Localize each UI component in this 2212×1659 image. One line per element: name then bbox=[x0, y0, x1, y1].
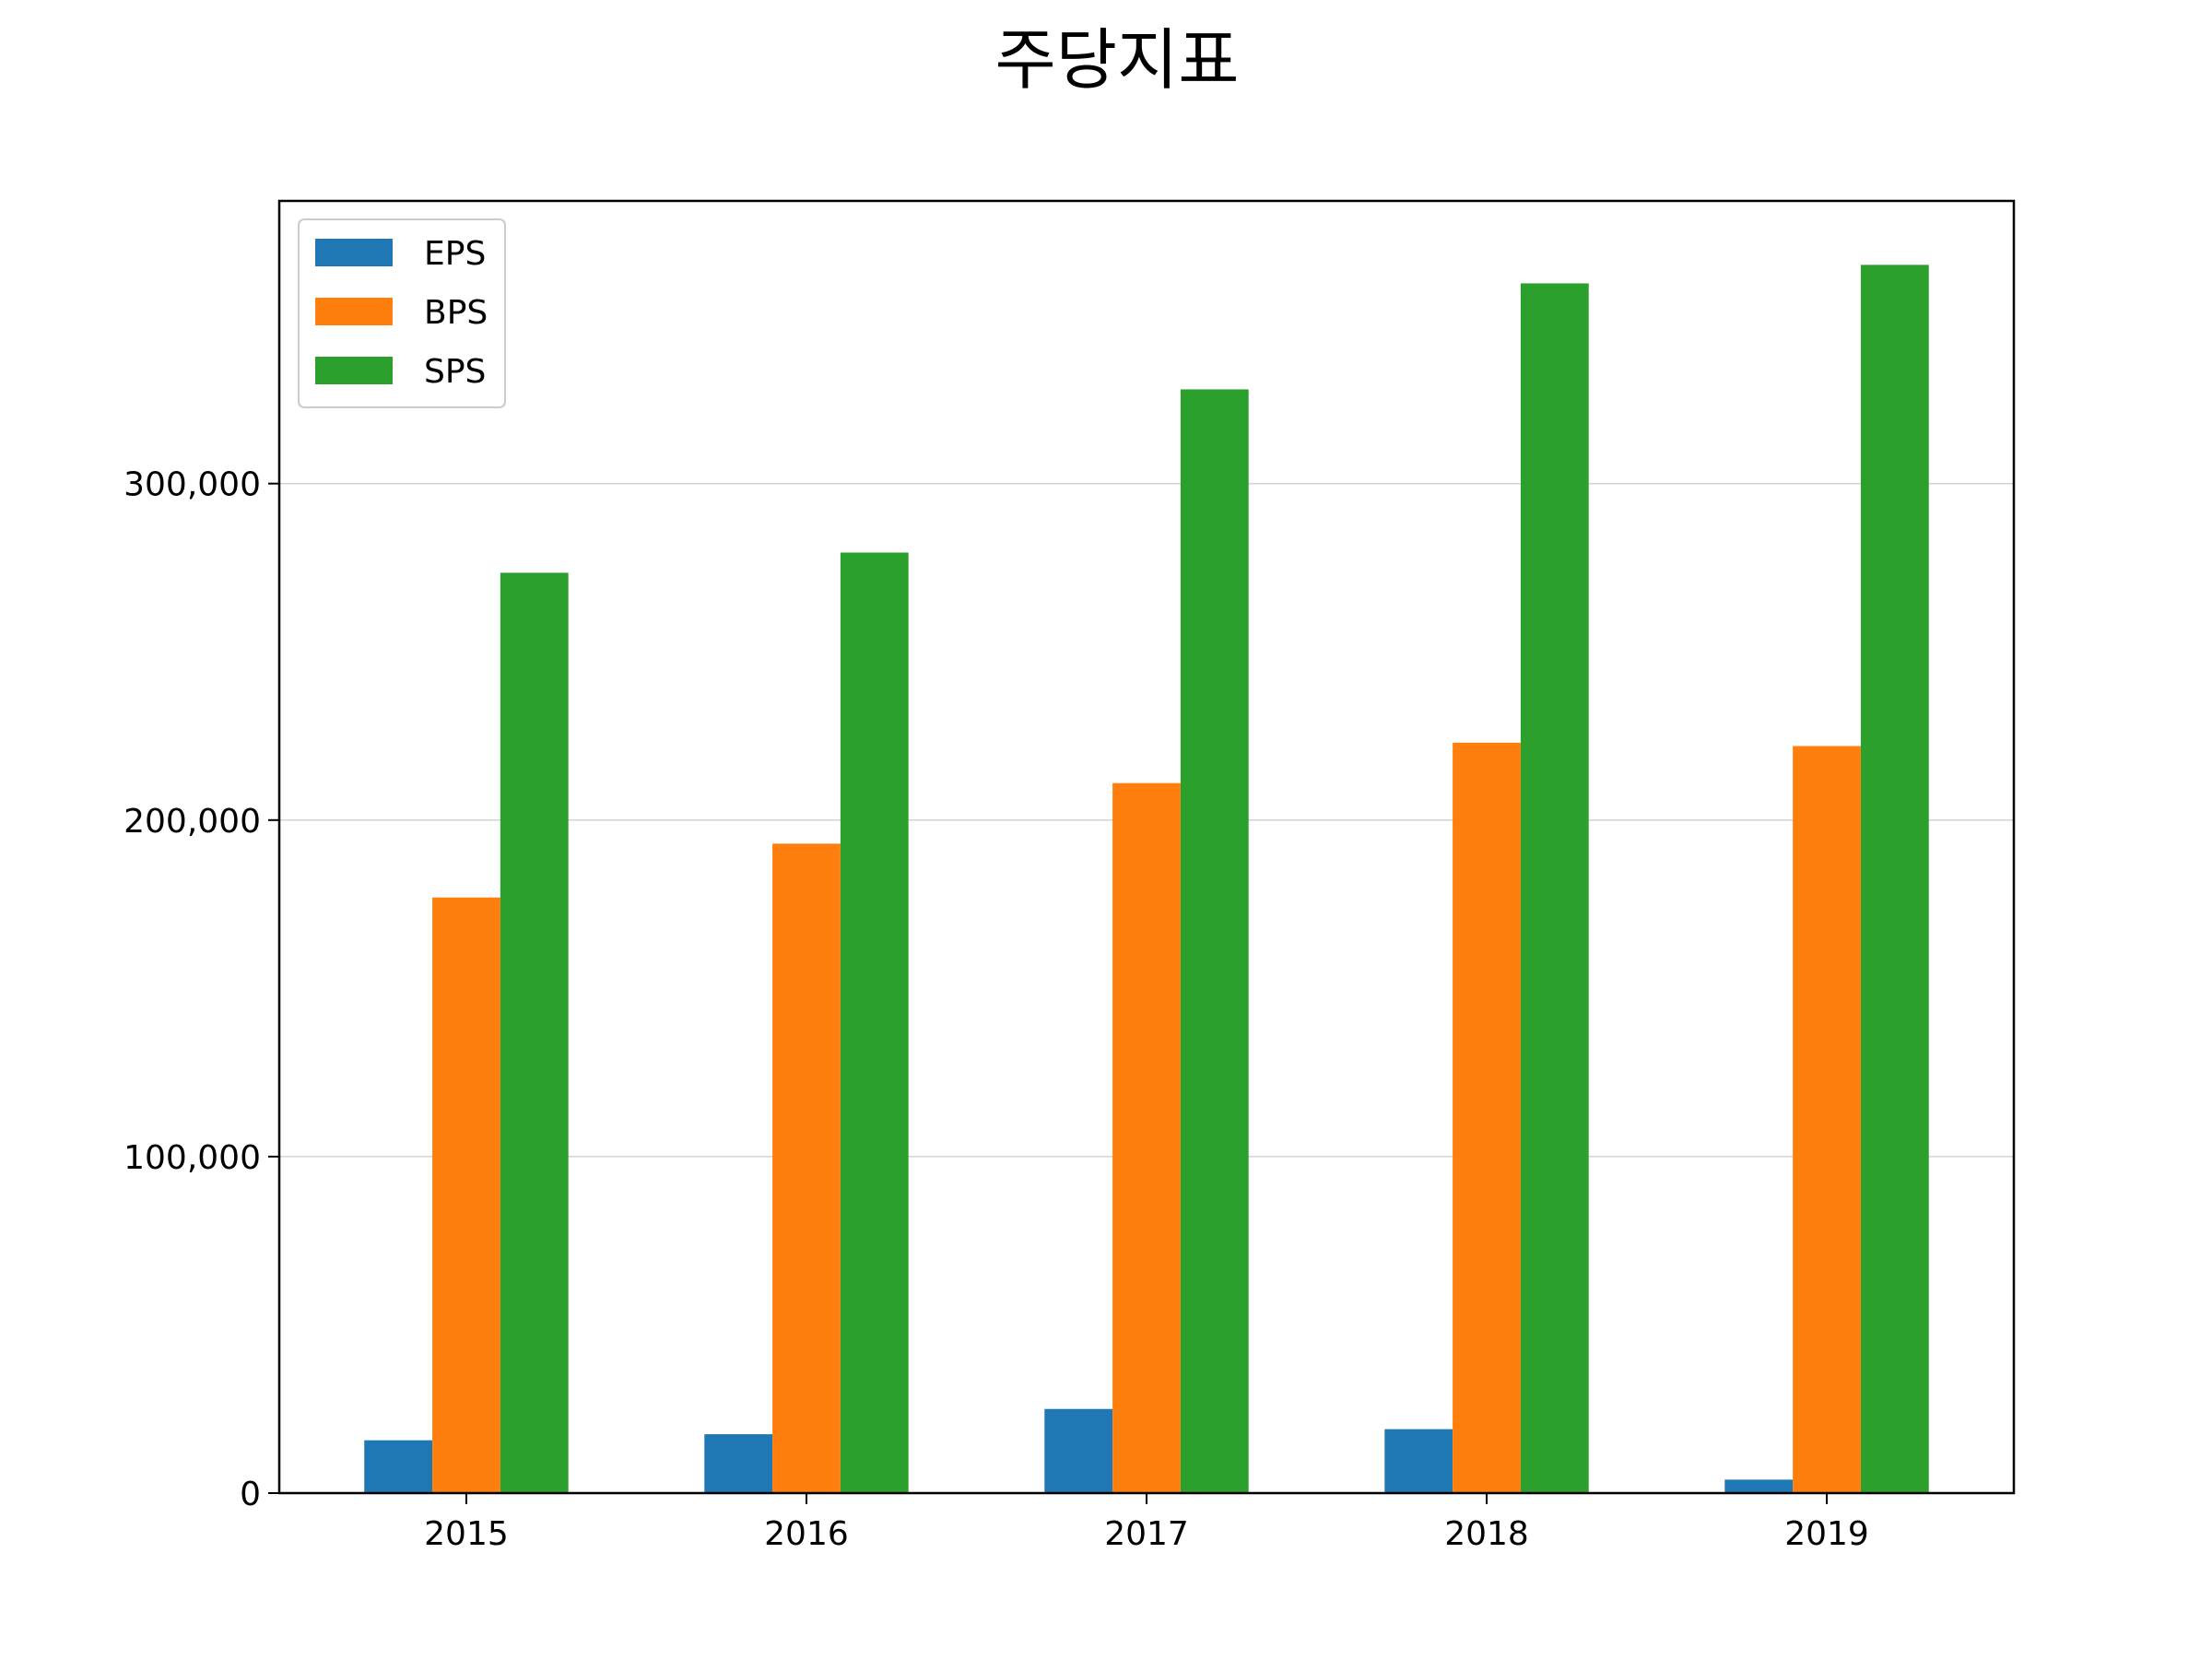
x-tick-label: 2018 bbox=[1444, 1515, 1529, 1553]
legend-label-bps: BPS bbox=[424, 294, 488, 332]
bars bbox=[364, 265, 1929, 1494]
x-tick-label: 2016 bbox=[764, 1515, 849, 1553]
legend-swatch-sps bbox=[315, 357, 393, 384]
x-tick-label: 2017 bbox=[1104, 1515, 1189, 1553]
y-tick-label: 100,000 bbox=[124, 1139, 261, 1177]
bar-sps-2018 bbox=[1520, 283, 1589, 1493]
bar-sps-2017 bbox=[1180, 389, 1249, 1493]
x-tick-label: 2015 bbox=[424, 1515, 509, 1553]
legend-label-eps: EPS bbox=[424, 235, 486, 273]
legend-swatch-bps bbox=[315, 298, 393, 325]
bar-eps-2016 bbox=[704, 1434, 773, 1493]
bar-sps-2016 bbox=[840, 552, 909, 1493]
y-tick-label: 0 bbox=[240, 1476, 261, 1513]
y-tick-label: 200,000 bbox=[124, 803, 261, 841]
bar-eps-2018 bbox=[1384, 1429, 1453, 1493]
legend-label-sps: SPS bbox=[424, 353, 486, 391]
bar-eps-2019 bbox=[1724, 1479, 1794, 1493]
bar-eps-2017 bbox=[1044, 1408, 1113, 1493]
ticks: 0 100,000 200,000 300,000 2015 2016 2017 2018 20… bbox=[124, 466, 1869, 1553]
bar-bps-2017 bbox=[1112, 782, 1181, 1493]
legend-swatch-eps bbox=[315, 239, 393, 266]
bar-bps-2016 bbox=[772, 843, 841, 1493]
y-tick-label: 300,000 bbox=[124, 466, 261, 504]
chart-title: 주당지표 bbox=[995, 21, 1240, 99]
bar-bps-2015 bbox=[432, 897, 500, 1493]
legend: EPS BPS SPS bbox=[298, 218, 506, 408]
bar-sps-2015 bbox=[500, 572, 569, 1493]
bar-bps-2018 bbox=[1453, 742, 1521, 1493]
bar-bps-2019 bbox=[1793, 746, 1861, 1493]
x-tick-label: 2019 bbox=[1784, 1515, 1869, 1553]
bar-sps-2019 bbox=[1860, 265, 1929, 1494]
bar-eps-2015 bbox=[364, 1440, 433, 1493]
